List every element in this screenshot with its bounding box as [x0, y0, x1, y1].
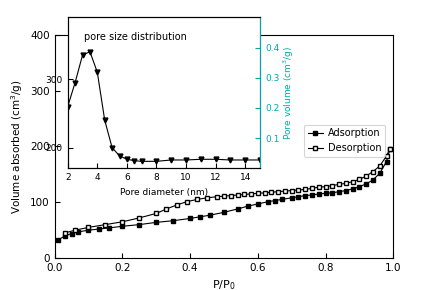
Desorption — [387, 147, 392, 151]
Y-axis label: Pore volume (cm$^3$/g): Pore volume (cm$^3$/g) — [282, 46, 296, 140]
Desorption — [103, 223, 108, 226]
Adsorption — [76, 230, 81, 234]
Desorption — [120, 220, 125, 224]
Desorption — [174, 203, 179, 207]
Desorption — [154, 212, 159, 215]
Desorption — [276, 190, 281, 193]
Desorption — [205, 196, 210, 200]
Desorption — [330, 184, 335, 187]
Adsorption — [187, 217, 193, 220]
Line: Adsorption: Adsorption — [55, 147, 392, 243]
Adsorption — [350, 187, 355, 191]
Adsorption — [55, 238, 61, 242]
Adsorption — [289, 196, 295, 200]
Desorption — [336, 183, 342, 186]
Desorption — [350, 180, 355, 183]
Adsorption — [316, 192, 322, 196]
Adsorption — [69, 232, 74, 235]
X-axis label: P/P$_0$: P/P$_0$ — [212, 278, 236, 290]
Adsorption — [96, 227, 101, 231]
Adsorption — [86, 229, 91, 232]
Desorption — [72, 229, 78, 232]
Adsorption — [370, 178, 375, 182]
Adsorption — [384, 160, 389, 163]
Y-axis label: Volume absorbed (cm$^3$/g): Volume absorbed (cm$^3$/g) — [9, 79, 24, 214]
Desorption — [370, 170, 375, 173]
Adsorption — [330, 191, 335, 195]
Desorption — [228, 194, 233, 197]
Desorption — [357, 178, 362, 181]
Adsorption — [245, 204, 250, 208]
Desorption — [164, 207, 169, 211]
Adsorption — [222, 211, 227, 214]
Adsorption — [170, 219, 176, 222]
Adsorption — [198, 215, 203, 219]
Desorption — [242, 193, 247, 196]
Desorption — [222, 194, 227, 198]
Adsorption — [154, 221, 159, 224]
Adsorption — [357, 185, 362, 188]
Adsorption — [137, 223, 142, 226]
Desorption — [262, 191, 267, 195]
Adsorption — [336, 190, 342, 193]
Adsorption — [343, 189, 349, 192]
Adsorption — [120, 224, 125, 228]
Desorption — [269, 191, 274, 194]
Desorption — [323, 185, 328, 188]
Adsorption — [106, 226, 111, 230]
Adsorption — [255, 202, 260, 206]
Desorption — [289, 189, 295, 192]
Desorption — [309, 186, 315, 190]
Desorption — [384, 154, 389, 158]
Text: pore size distribution: pore size distribution — [83, 32, 187, 42]
Desorption — [377, 164, 382, 168]
Desorption — [364, 174, 369, 178]
Adsorption — [309, 193, 315, 197]
Desorption — [184, 200, 189, 204]
Adsorption — [272, 199, 277, 202]
Desorption — [194, 198, 199, 201]
Adsorption — [208, 213, 213, 217]
Desorption — [282, 189, 288, 193]
Adsorption — [235, 207, 240, 211]
Desorption — [302, 188, 308, 191]
Desorption — [296, 188, 301, 192]
Desorption — [316, 186, 322, 189]
Adsorption — [296, 195, 301, 198]
Adsorption — [323, 192, 328, 195]
X-axis label: Pore diameter (nm): Pore diameter (nm) — [120, 188, 208, 197]
Adsorption — [364, 182, 369, 186]
Adsorption — [279, 198, 284, 201]
Desorption — [343, 182, 349, 185]
Desorption — [137, 216, 142, 220]
Desorption — [62, 231, 67, 235]
Legend: Adsorption, Desorption: Adsorption, Desorption — [304, 124, 385, 157]
Adsorption — [62, 234, 67, 238]
Desorption — [248, 192, 253, 196]
Line: Desorption: Desorption — [62, 146, 392, 235]
Adsorption — [265, 200, 271, 204]
Desorption — [215, 195, 220, 198]
Desorption — [255, 192, 260, 195]
Adsorption — [377, 171, 382, 175]
Desorption — [235, 193, 240, 197]
Adsorption — [387, 148, 392, 151]
Adsorption — [302, 194, 308, 197]
Desorption — [86, 226, 91, 229]
